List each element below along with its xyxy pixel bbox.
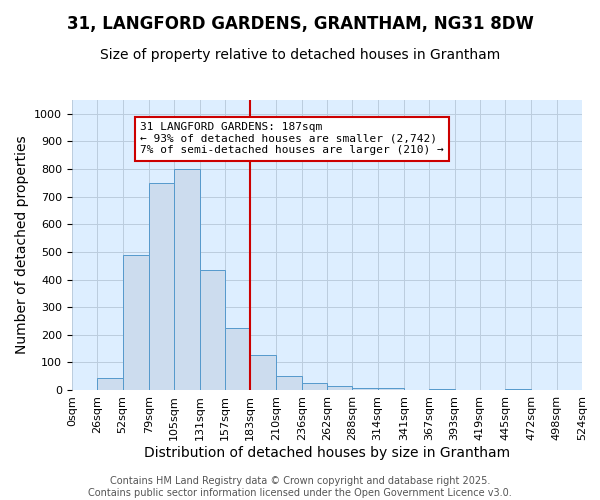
Bar — [199, 270, 225, 390]
Bar — [377, 388, 404, 390]
Text: 31, LANGFORD GARDENS, GRANTHAM, NG31 8DW: 31, LANGFORD GARDENS, GRANTHAM, NG31 8DW — [67, 15, 533, 33]
Bar — [174, 169, 200, 390]
Bar — [225, 328, 250, 390]
Bar — [302, 382, 327, 390]
Bar — [149, 183, 174, 390]
Bar — [505, 388, 532, 390]
Bar — [327, 386, 352, 390]
X-axis label: Distribution of detached houses by size in Grantham: Distribution of detached houses by size … — [144, 446, 510, 460]
Bar — [250, 354, 277, 390]
Bar — [352, 388, 377, 390]
Text: Contains HM Land Registry data © Crown copyright and database right 2025.
Contai: Contains HM Land Registry data © Crown c… — [88, 476, 512, 498]
Text: 31 LANGFORD GARDENS: 187sqm
← 93% of detached houses are smaller (2,742)
7% of s: 31 LANGFORD GARDENS: 187sqm ← 93% of det… — [140, 122, 444, 156]
Text: Size of property relative to detached houses in Grantham: Size of property relative to detached ho… — [100, 48, 500, 62]
Bar — [122, 254, 149, 390]
Bar — [277, 376, 302, 390]
Y-axis label: Number of detached properties: Number of detached properties — [15, 136, 29, 354]
Bar — [97, 378, 122, 390]
Bar — [429, 388, 455, 390]
